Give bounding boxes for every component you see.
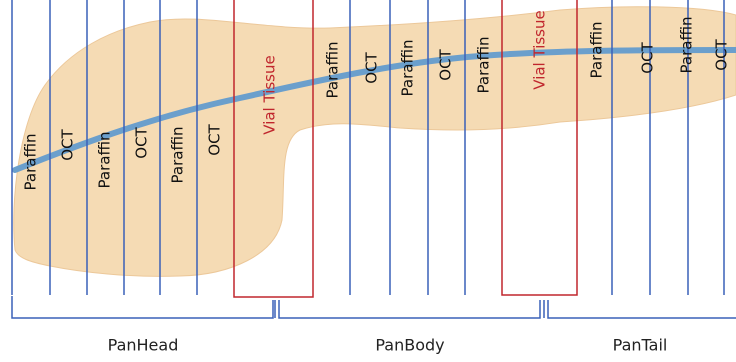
slice-label: Paraffin — [475, 37, 493, 94]
pancreas-shape — [14, 7, 736, 277]
slice-label: OCT — [437, 48, 455, 80]
slice-label: Vial Tissue — [261, 55, 279, 134]
slice-label: Vial Tissue — [531, 10, 549, 89]
section-label: PanHead — [108, 336, 179, 355]
brackets — [12, 296, 736, 318]
slice-label: OCT — [713, 38, 731, 70]
section-label: PanTail — [613, 336, 668, 355]
section-label: PanBody — [375, 336, 444, 355]
slice-label: Paraffin — [399, 40, 417, 97]
slice-label: OCT — [133, 126, 151, 158]
slice-label: Paraffin — [324, 42, 342, 99]
diagram: Paraffin OCT Paraffin OCT Paraffin OCT Vial Ti… — [0, 0, 736, 362]
bracket — [544, 300, 736, 318]
slice-label: Paraffin — [169, 127, 187, 184]
slice-label: Paraffin — [96, 132, 114, 189]
slice-label: OCT — [363, 51, 381, 83]
bracket — [279, 300, 540, 318]
bracket — [12, 296, 275, 318]
slice-label: Paraffin — [22, 134, 40, 191]
slice-label: OCT — [59, 128, 77, 160]
slice-label: OCT — [639, 41, 657, 73]
slice-label: OCT — [206, 123, 224, 155]
slice-label: Paraffin — [588, 22, 606, 79]
slice-label: Paraffin — [678, 17, 696, 74]
